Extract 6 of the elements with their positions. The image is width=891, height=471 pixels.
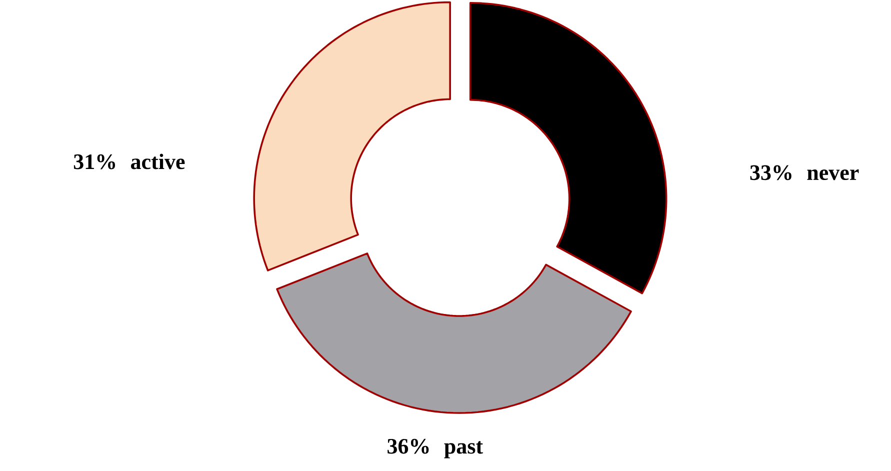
slice-label: past — [444, 441, 483, 458]
data-label: 36% — [388, 438, 429, 454]
slice-label: active — [130, 154, 185, 170]
data-label: 33% — [750, 165, 792, 180]
data-label: 31% — [74, 154, 116, 170]
slice-label: never — [807, 169, 859, 180]
